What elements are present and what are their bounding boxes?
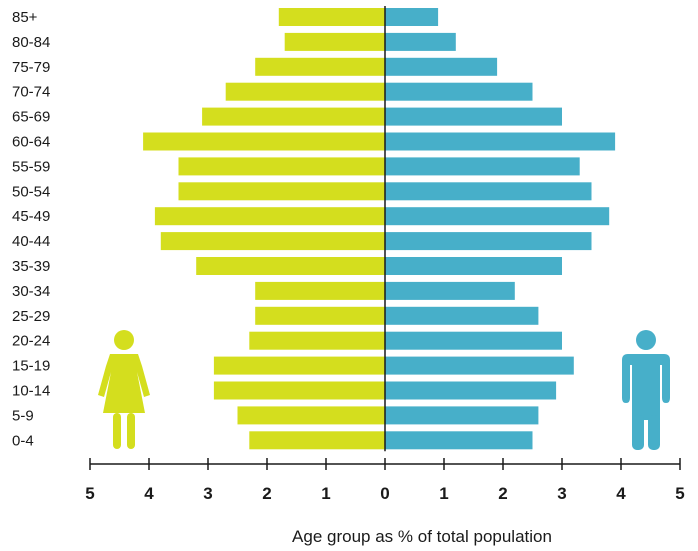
x-tick-label: 3 (203, 484, 212, 503)
bars-layer (143, 8, 616, 450)
category-label: 55-59 (12, 158, 50, 175)
female-bar-35-39 (196, 257, 385, 275)
male-bar-25-29 (385, 306, 539, 325)
category-label: 70-74 (12, 84, 50, 101)
female-bar-20-24 (249, 331, 385, 350)
male-bar-85+ (385, 8, 439, 26)
male-bar-75-79 (385, 57, 498, 76)
male-bar-55-59 (385, 157, 580, 176)
category-label: 85+ (12, 9, 38, 26)
male-bar-30-34 (385, 281, 515, 300)
x-tick-label: 1 (439, 484, 448, 503)
x-tick-label: 5 (675, 484, 684, 503)
female-bar-55-59 (178, 157, 385, 176)
category-label: 80-84 (12, 34, 50, 51)
female-bar-85+ (278, 8, 385, 26)
male-bar-60-64 (385, 132, 616, 151)
female-bar-50-54 (178, 182, 385, 201)
male-bar-20-24 (385, 331, 562, 350)
male-bar-35-39 (385, 257, 562, 275)
x-tick-label: 4 (144, 484, 154, 503)
male-bar-15-19 (385, 356, 574, 375)
female-bar-70-74 (225, 82, 385, 101)
female-bar-25-29 (255, 306, 385, 325)
category-label: 0-4 (12, 432, 34, 449)
category-label: 10-14 (12, 383, 50, 400)
male-bar-0-4 (385, 431, 533, 450)
male-bar-45-49 (385, 207, 610, 226)
category-label: 20-24 (12, 333, 50, 350)
male-bar-65-69 (385, 107, 562, 126)
x-tick-label: 1 (321, 484, 330, 503)
x-tick-label: 2 (262, 484, 271, 503)
female-bar-10-14 (213, 381, 385, 400)
male-bar-40-44 (385, 232, 592, 251)
category-label: 60-64 (12, 134, 50, 151)
female-bar-40-44 (160, 232, 385, 251)
male-bar-80-84 (385, 32, 456, 51)
x-tick-label: 3 (557, 484, 566, 503)
male-bar-5-9 (385, 406, 539, 425)
female-bar-15-19 (213, 356, 385, 375)
category-label: 15-19 (12, 358, 50, 375)
male-figure-icon (622, 330, 670, 450)
category-label: 45-49 (12, 208, 50, 225)
female-bar-0-4 (249, 431, 385, 450)
x-axis-title: Age group as % of total population (292, 527, 552, 546)
female-bar-65-69 (202, 107, 385, 126)
female-bar-60-64 (143, 132, 385, 151)
category-label: 75-79 (12, 59, 50, 76)
category-label: 30-34 (12, 283, 50, 300)
x-axis: 5 4 3 2 1 0 1 2 3 4 5 (85, 458, 685, 503)
male-bar-50-54 (385, 182, 592, 201)
x-tick-label: 0 (380, 484, 389, 503)
category-labels: 85+ 80-84 75-79 70-74 65-69 60-64 55-59 50-54 45… (12, 9, 50, 449)
category-label: 40-44 (12, 233, 50, 250)
category-label: 5-9 (12, 407, 34, 424)
male-bar-70-74 (385, 82, 533, 101)
female-bar-45-49 (154, 207, 385, 226)
x-tick-label: 4 (616, 484, 626, 503)
category-label: 25-29 (12, 308, 50, 325)
x-tick-label: 5 (85, 484, 94, 503)
category-label: 65-69 (12, 109, 50, 126)
male-bar-10-14 (385, 381, 557, 400)
female-bar-80-84 (284, 32, 385, 51)
x-tick-label: 2 (498, 484, 507, 503)
female-bar-30-34 (255, 281, 385, 300)
female-figure-icon (98, 330, 150, 449)
category-label: 35-39 (12, 258, 50, 275)
category-label: 50-54 (12, 183, 50, 200)
female-bar-75-79 (255, 57, 385, 76)
female-bar-5-9 (237, 406, 385, 425)
